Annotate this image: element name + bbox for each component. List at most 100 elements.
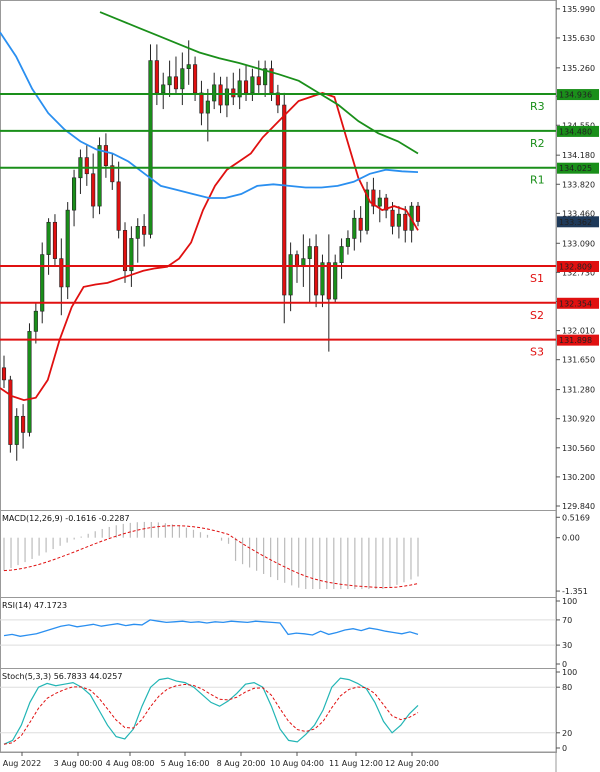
level-price-box <box>557 89 599 101</box>
candle-body <box>103 145 108 166</box>
price-tick-label: 131.280 <box>562 386 595 395</box>
candle-body <box>40 254 45 312</box>
stoch-tick-label: 100 <box>562 668 577 677</box>
time-tick-label: 10 Aug 04:00 <box>270 759 324 768</box>
candle-body <box>294 254 300 268</box>
candle-body <box>371 189 376 207</box>
price-tick-label: 135.990 <box>562 5 595 14</box>
price-tick-label: 133.820 <box>562 180 595 189</box>
moving-average-blue-line <box>0 31 419 199</box>
candle-body <box>46 221 51 255</box>
candle-body <box>122 230 128 272</box>
macd-tick-label: 0.00 <box>562 534 580 543</box>
candle-body <box>256 76 261 86</box>
level-name-r1: R1 <box>530 174 545 187</box>
macd-panel-frame <box>0 510 557 598</box>
candle-body <box>237 80 242 98</box>
candle-body <box>224 88 229 106</box>
stoch-tick-label: 80 <box>562 683 572 692</box>
candle-body <box>110 165 115 183</box>
price-tick-label: 135.260 <box>562 64 595 73</box>
level-price-label: 134.480 <box>559 127 592 136</box>
macd-tick-label: -1.351 <box>562 587 588 596</box>
price-tick-label: 130.200 <box>562 473 595 482</box>
moving-average-red-line <box>0 91 419 402</box>
level-price-label: 134.025 <box>559 164 592 173</box>
candle-body <box>14 415 19 445</box>
candle-body <box>33 310 38 332</box>
stoch-panel-frame <box>0 668 557 753</box>
level-price-label: 134.936 <box>559 91 592 100</box>
candle-body <box>161 84 166 94</box>
candle-body <box>21 415 26 433</box>
candle-body <box>84 157 89 175</box>
level-name-s1: S1 <box>530 272 544 285</box>
candle-body <box>364 189 370 231</box>
candle-body <box>142 226 147 235</box>
price-tick-label: 134.180 <box>562 151 595 160</box>
candle-body <box>1 367 7 381</box>
level-name-r2: R2 <box>530 137 545 150</box>
stoch-tick-label: 20 <box>562 729 572 738</box>
candle-body <box>205 100 210 114</box>
time-tick-label: 12 Aug 20:00 <box>385 759 439 768</box>
level-price-box <box>557 162 599 174</box>
candle-body <box>116 181 121 231</box>
moving-average-green-line <box>99 11 419 155</box>
candle-body <box>154 60 159 94</box>
level-price-label: 131.898 <box>559 336 592 345</box>
price-tick-label: 132.010 <box>562 327 595 336</box>
current-price-box <box>557 216 599 228</box>
price-tick-label: 135.630 <box>562 34 595 43</box>
candle-body <box>358 217 363 231</box>
level-price-box <box>557 334 599 346</box>
level-name-r3: R3 <box>530 100 545 113</box>
candle-body <box>345 238 350 247</box>
candle-body <box>97 145 102 207</box>
candle-body <box>72 177 77 211</box>
candle-body <box>377 197 382 207</box>
candle-body <box>59 258 64 288</box>
macd-tick-label: 0.5169 <box>562 513 590 522</box>
stoch-label: Stoch(5,3,3) 56.7833 44.0257 <box>2 672 122 681</box>
stoch-k-line <box>3 677 419 745</box>
candle-body <box>199 92 204 114</box>
candle-body <box>27 331 32 433</box>
time-tick-label: 4 Aug 08:00 <box>106 759 155 768</box>
candle-body <box>212 84 217 102</box>
candle-body <box>352 217 357 239</box>
time-tick-label: 5 Aug 16:00 <box>161 759 210 768</box>
time-tick-label: 3 Aug 00:00 <box>54 759 103 768</box>
price-tick-label: 129.840 <box>562 502 595 511</box>
price-tick-label: 131.650 <box>562 356 595 365</box>
candle-body <box>333 262 338 300</box>
price-tick-label: 133.460 <box>562 209 595 218</box>
candle-body <box>186 64 191 69</box>
price-tick-label: 133.090 <box>562 239 595 248</box>
candle-body <box>167 76 172 86</box>
candle-body <box>243 80 249 94</box>
candle-body <box>326 262 331 300</box>
candle-body <box>52 221 58 259</box>
rsi-tick-label: 100 <box>562 597 577 606</box>
time-tick-label: Aug 2022 <box>3 759 42 768</box>
price-tick-label: 132.730 <box>562 268 595 277</box>
level-price-label: 132.809 <box>559 262 592 271</box>
candle-body <box>65 209 70 288</box>
rsi-panel-frame <box>0 597 557 669</box>
candle-body <box>135 226 140 239</box>
candle-body <box>339 246 344 263</box>
candle-body <box>275 92 280 106</box>
candle-body <box>8 379 13 445</box>
candle-body <box>396 213 401 227</box>
rsi-line <box>3 619 419 637</box>
price-tick-label: 134.550 <box>562 121 595 130</box>
rsi-label: RSI(14) 47.1723 <box>2 601 67 610</box>
time-tick-label: 11 Aug 12:00 <box>329 759 383 768</box>
candle-body <box>193 64 198 94</box>
candle-body <box>173 76 179 90</box>
candle-body <box>269 68 274 94</box>
price-tick-label: 130.560 <box>562 444 595 453</box>
